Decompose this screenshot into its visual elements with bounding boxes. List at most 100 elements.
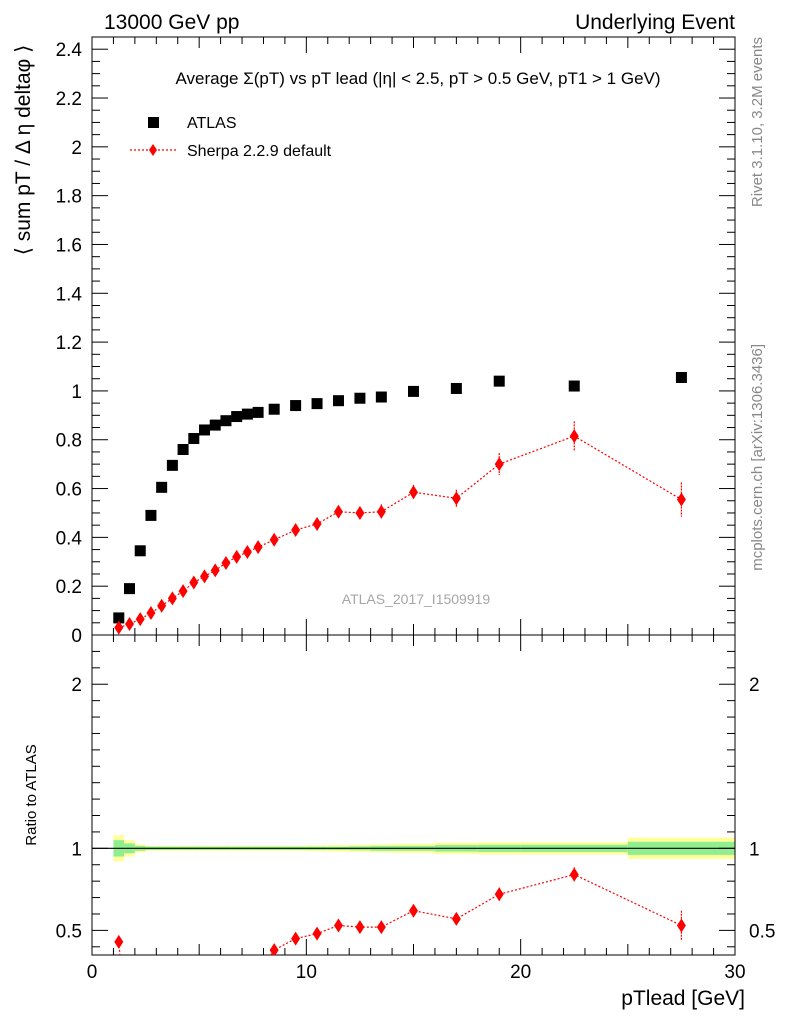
- sherpa-point: [253, 540, 263, 555]
- x-tick-label: 20: [510, 962, 531, 983]
- watermark: ATLAS_2017_I1509919: [342, 591, 491, 607]
- atlas-point: [113, 612, 125, 624]
- main-y-tick-label: 1.8: [56, 187, 82, 208]
- main-y-tick-label: 0: [71, 626, 82, 647]
- ratio-point: [114, 934, 124, 949]
- main-y-tick-label: 0.4: [56, 528, 83, 549]
- sherpa-point: [210, 563, 220, 578]
- atlas-point: [354, 392, 366, 404]
- ratio-point: [312, 926, 322, 941]
- sherpa-point: [135, 612, 145, 627]
- ratio-point: [376, 920, 386, 935]
- atlas-point: [311, 398, 323, 410]
- x-axis-label: pTlead [GeV]: [621, 987, 745, 1010]
- atlas-point: [268, 403, 280, 415]
- atlas-point: [290, 400, 302, 412]
- analysis-label: Underlying Event: [575, 11, 735, 34]
- ratio-point: [333, 918, 343, 933]
- ratio-line: [269, 873, 682, 955]
- atlas-point: [408, 385, 419, 397]
- ratio-panel: 0.5 0.51 12 20 10 20 30 Ratio to ATLAS pTlead …: [23, 634, 775, 1010]
- sherpa-point: [376, 504, 386, 519]
- legend-atlas-label: ATLAS: [187, 115, 237, 132]
- energy-label: 13000 GeV pp: [104, 11, 239, 34]
- mcplots-label: mcplots.cern.ch [arXiv:1306.3436]: [749, 344, 766, 571]
- legend-atlas-marker: [148, 117, 159, 128]
- atlas-point: [156, 481, 168, 493]
- sherpa-point: [312, 516, 322, 531]
- atlas-point: [493, 375, 505, 387]
- ratio-point: [676, 918, 686, 933]
- sherpa-point: [189, 575, 199, 590]
- main-y-tick-label: 2.4: [56, 40, 83, 61]
- main-y-tick-label: 2: [71, 138, 82, 159]
- ratio-y-tick-label-right: 2: [749, 675, 760, 696]
- atlas-point: [450, 382, 462, 394]
- sherpa-point: [451, 491, 461, 506]
- atlas-point: [177, 443, 189, 455]
- legend: ATLAS Sherpa 2.2.9 default: [130, 115, 332, 160]
- sherpa-point: [178, 584, 188, 599]
- sherpa-point: [114, 620, 124, 635]
- atlas-point: [252, 406, 264, 418]
- sherpa-point: [355, 505, 365, 520]
- ratio-point: [409, 903, 418, 918]
- atlas-point: [220, 415, 232, 427]
- main-y-tick-label: 0.2: [56, 577, 82, 598]
- atlas-point: [209, 419, 221, 431]
- atlas-point: [188, 433, 200, 445]
- ratio-y-tick-label-right: 0.5: [749, 921, 775, 942]
- atlas-point: [124, 583, 136, 595]
- sherpa-point: [409, 485, 418, 500]
- main-y-axis-label: ⟨ sum pT / Δ η deltaφ ⟩: [12, 45, 35, 256]
- ratio-point: [569, 867, 579, 882]
- ratio-point: [451, 911, 461, 926]
- legend-sherpa-label: Sherpa 2.2.9 default: [187, 143, 332, 160]
- atlas-point: [675, 371, 687, 383]
- main-y-tick-label: 1: [71, 382, 82, 403]
- ratio-series: [114, 867, 686, 955]
- rivet-version-label: Rivet 3.1.10, 3.2M events: [749, 37, 766, 207]
- ratio-point: [291, 931, 301, 946]
- legend-sherpa-marker: [149, 144, 157, 156]
- sherpa-point: [269, 532, 279, 547]
- main-y-tick-label: 1.4: [56, 284, 83, 305]
- main-y-tick-label: 0.6: [56, 480, 82, 501]
- atlas-point: [241, 408, 253, 420]
- ratio-y-axis-label: Ratio to ATLAS: [23, 744, 40, 845]
- ratio-y-tick-label-left: 1: [71, 839, 82, 860]
- sherpa-point: [157, 598, 167, 613]
- sherpa-point: [125, 617, 135, 632]
- sherpa-point: [242, 545, 252, 560]
- sherpa-point: [291, 523, 301, 538]
- atlas-point: [166, 459, 178, 471]
- x-tick-label: 10: [296, 962, 317, 983]
- sherpa-point: [167, 591, 177, 606]
- sherpa-point: [494, 457, 504, 472]
- ratio-point: [494, 887, 504, 902]
- sherpa-point: [146, 606, 156, 621]
- ratio-point: [355, 920, 365, 935]
- sherpa-point: [569, 429, 579, 444]
- main-y-tick-label: 2.2: [56, 89, 82, 110]
- main-y-tick-label: 1.2: [56, 333, 82, 354]
- ratio-y-tick-label-left: 0.5: [56, 921, 82, 942]
- atlas-point: [332, 395, 344, 407]
- atlas-point: [145, 509, 157, 521]
- sherpa-point: [200, 569, 210, 584]
- sherpa-point: [232, 549, 242, 564]
- main-title: Average Σ(pT) vs pT lead (|η| < 2.5, pT …: [175, 69, 660, 88]
- atlas-point: [568, 380, 580, 392]
- ratio-y-tick-label-right: 1: [749, 839, 760, 860]
- main-y-tick-label: 1.6: [56, 235, 82, 256]
- sherpa-point: [221, 555, 231, 570]
- main-panel: 0 0.2 0.4 0.6 0.8 1 1.2 1.4 1.6 1.8 2 2.2 2.4 Averag…: [12, 36, 736, 647]
- ratio-point: [269, 943, 279, 955]
- atlas-point: [231, 411, 243, 423]
- main-y-tick-label: 0.8: [56, 431, 82, 452]
- atlas-point: [134, 545, 146, 557]
- x-tick-label: 30: [724, 962, 745, 983]
- x-tick-label: 0: [87, 962, 98, 983]
- sherpa-point: [333, 504, 343, 519]
